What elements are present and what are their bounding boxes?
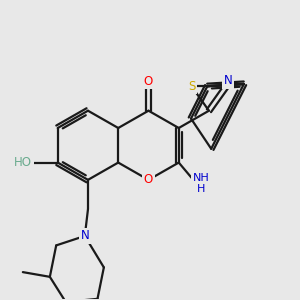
Text: O: O <box>144 173 153 186</box>
Text: N: N <box>80 230 89 242</box>
Text: O: O <box>144 75 153 88</box>
Text: N: N <box>224 74 232 87</box>
Text: HO: HO <box>14 156 32 169</box>
Text: S: S <box>188 80 195 93</box>
Text: NH
H: NH H <box>193 172 209 194</box>
